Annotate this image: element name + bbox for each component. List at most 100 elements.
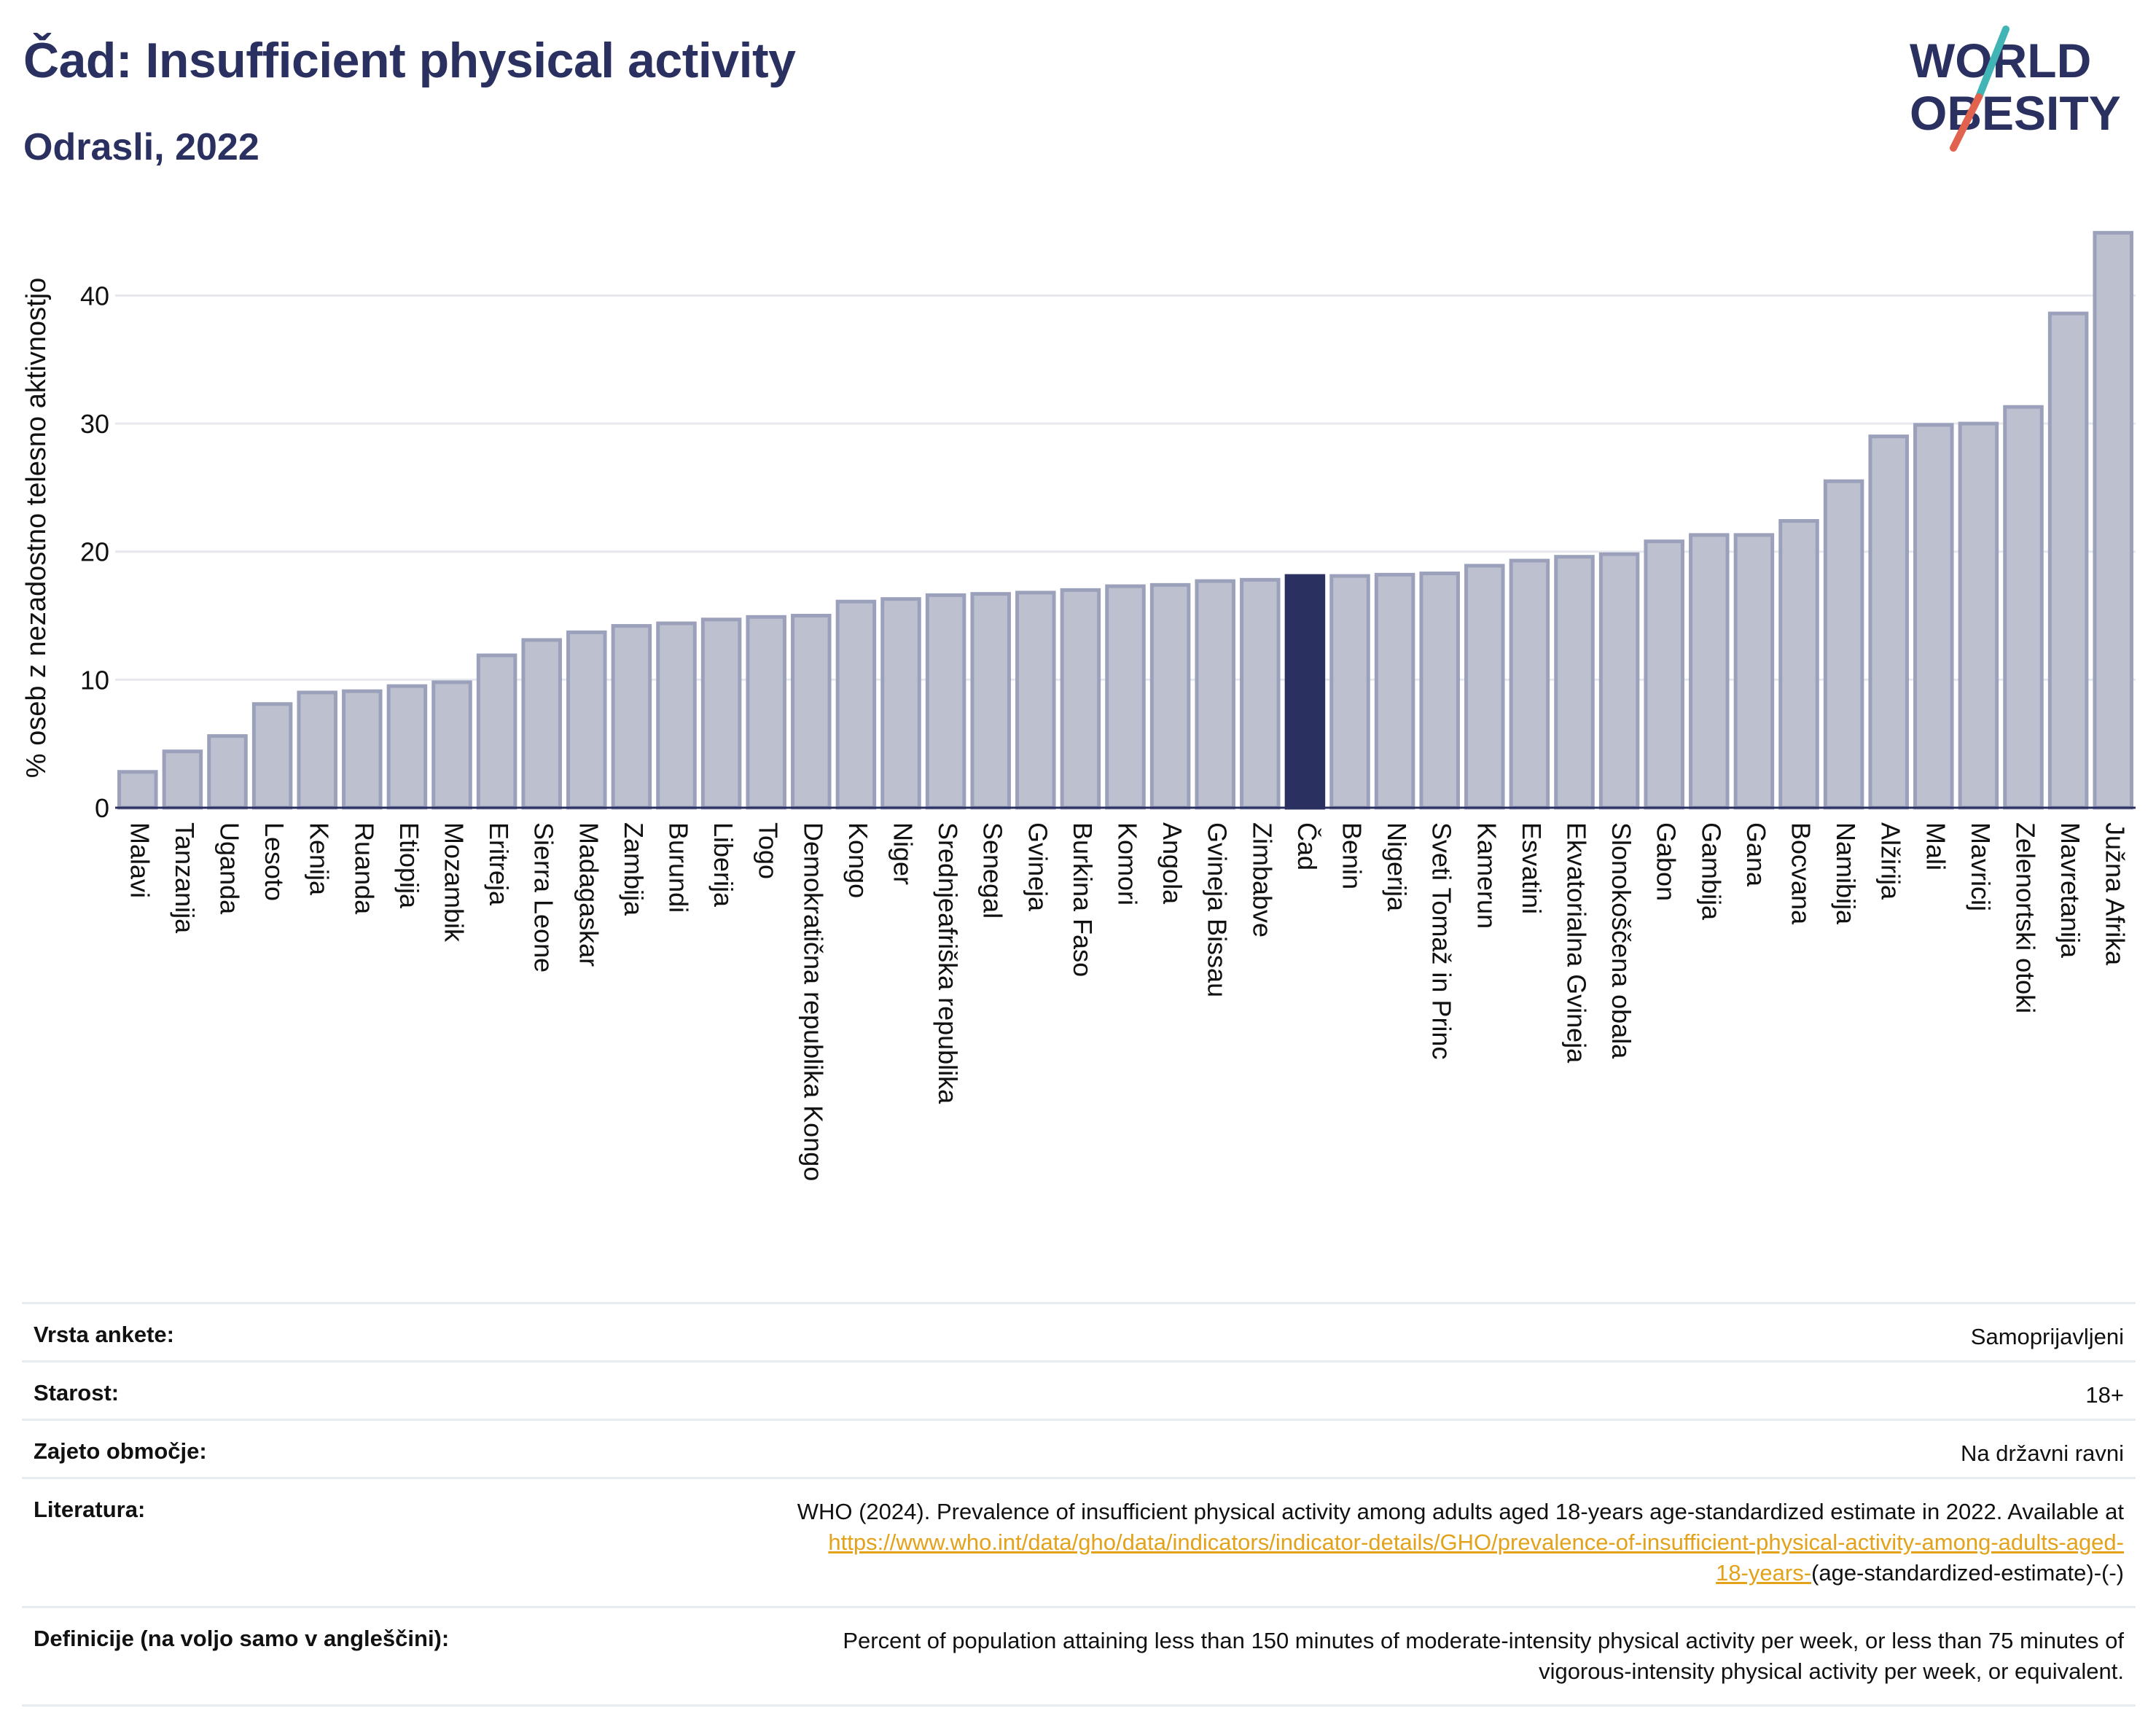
coverage-row: Zajeto območje: Na državni ravni	[22, 1419, 2136, 1479]
x-tick-label: Burundi	[663, 822, 693, 913]
bar	[1060, 588, 1101, 810]
literature-label: Literatura:	[22, 1477, 628, 1608]
world-obesity-logo: WORLD OBESITY	[1910, 26, 2121, 152]
x-tick-label: Alžirija	[1876, 822, 1906, 900]
bar	[1509, 558, 1550, 810]
literature-link-line-2: 18-years-	[1716, 1560, 1812, 1586]
x-tick-label: Kamerun	[1472, 822, 1501, 929]
logo-slash-coral	[1950, 93, 1983, 152]
bar	[1823, 479, 1864, 810]
literature-row: Literatura: WHO (2024). Prevalence of in…	[22, 1477, 2136, 1608]
x-tick-label: Sierra Leone	[529, 822, 559, 972]
bar	[521, 638, 562, 810]
x-tick-label: Zelenortski otoki	[2010, 822, 2040, 1013]
x-tick-label: Burkina Faso	[1068, 822, 1098, 977]
x-tick-label: Malavi	[125, 822, 155, 898]
x-tick-label: Liberija	[708, 822, 738, 908]
page-subtitle: Odrasli, 2022	[23, 126, 259, 168]
x-tick-label: Niger	[888, 822, 918, 885]
literature-suffix: (age-standardized-estimate)-(-)	[1811, 1560, 2124, 1586]
bar	[2093, 230, 2133, 810]
x-tick-label: Gvineja Bissau	[1203, 822, 1233, 997]
bar	[700, 617, 742, 810]
x-tick-label: Čad	[1292, 822, 1322, 870]
bar	[1464, 564, 1505, 810]
definitions-value: Percent of population attaining less tha…	[628, 1606, 2136, 1707]
x-tick-label: Eritreja	[484, 822, 514, 906]
x-tick-label: Srednjeafriška republika	[933, 822, 963, 1104]
x-tick-label: Gabon	[1652, 822, 1682, 901]
bar	[566, 630, 607, 810]
x-tick-label: Sveti Tomaž in Princ	[1427, 822, 1457, 1059]
x-tick-label: Togo	[754, 822, 784, 879]
survey-type-row: Vrsta ankete: Samoprijavljeni	[22, 1302, 2136, 1362]
y-tick-label: 10	[80, 665, 109, 695]
x-tick-label: Gambija	[1696, 822, 1726, 921]
x-tick-label: Esvatini	[1517, 822, 1547, 914]
x-tick-label: Mali	[1921, 822, 1950, 870]
literature-value: WHO (2024). Prevalence of insufficient p…	[628, 1477, 2136, 1608]
literature-text: WHO (2024). Prevalence of insufficient p…	[797, 1499, 2124, 1524]
y-tick-label: 30	[80, 409, 109, 439]
y-tick-labels: 0 10 20 30 40	[80, 281, 109, 823]
bar	[476, 653, 517, 810]
x-tick-label: Kenija	[305, 822, 335, 896]
bar	[1105, 584, 1146, 810]
y-tick-label: 40	[80, 281, 109, 311]
x-tick-label: Etiopija	[394, 822, 424, 909]
bar	[1419, 572, 1460, 810]
bar	[431, 680, 472, 810]
bar	[746, 615, 786, 810]
bar	[1554, 555, 1595, 810]
survey-type-label: Vrsta ankete:	[22, 1302, 628, 1362]
bar	[1644, 539, 1684, 810]
coverage-label: Zajeto območje:	[22, 1419, 628, 1479]
bar	[2003, 405, 2044, 810]
x-tick-label: Lesoto	[259, 822, 289, 901]
x-tick-label: Ekvatorialna Gvineja	[1561, 822, 1591, 1064]
page-title: Čad: Insufficient physical activity	[23, 33, 796, 88]
bar	[1329, 574, 1370, 810]
bar	[970, 592, 1011, 810]
bar	[251, 702, 293, 810]
definitions-line-2: vigorous-intensity physical activity per…	[1539, 1658, 2124, 1684]
bar	[1195, 579, 1235, 810]
x-tick-label: Mozambik	[439, 822, 469, 943]
definitions-line-1: Percent of population attaining less tha…	[843, 1628, 2124, 1653]
bar	[2047, 311, 2089, 810]
bar	[1778, 519, 1819, 810]
x-tick-label: Bocvana	[1786, 822, 1816, 925]
y-tick-label: 20	[80, 537, 109, 567]
bar	[1598, 552, 1640, 810]
bar	[207, 734, 248, 810]
bar	[1733, 533, 1775, 810]
x-tick-label: Angola	[1157, 822, 1187, 905]
x-tick-label: Ruanda	[349, 822, 379, 915]
bar	[1015, 590, 1056, 810]
bar	[297, 690, 337, 810]
bars	[117, 230, 2133, 810]
survey-type-value: Samoprijavljeni	[628, 1302, 2136, 1362]
bar	[656, 621, 697, 810]
x-tick-label: Tanzanija	[170, 822, 200, 934]
age-label: Starost:	[22, 1360, 628, 1421]
bar	[880, 597, 921, 810]
bar	[611, 624, 652, 810]
age-value: 18+	[628, 1360, 2136, 1421]
bar	[342, 689, 383, 810]
age-row: Starost: 18+	[22, 1360, 2136, 1421]
bar	[386, 684, 428, 810]
literature-link[interactable]: https://www.who.int/data/gho/data/indica…	[828, 1529, 2124, 1586]
bar	[1149, 582, 1191, 810]
logo-slash-teal	[1975, 26, 2009, 101]
x-tick-label: Demokratična republika Kongo	[798, 822, 828, 1181]
x-tick-label: Nigerija	[1382, 822, 1412, 912]
x-tick-label: Senegal	[978, 822, 1008, 919]
coverage-value: Na državni ravni	[628, 1419, 2136, 1479]
x-tick-label: Slonokoščena obala	[1606, 822, 1636, 1059]
x-tick-label: Gvineja	[1023, 822, 1052, 912]
x-tick-label: Zimbabve	[1247, 822, 1277, 937]
x-tick-label: Komori	[1112, 822, 1142, 905]
bar	[117, 770, 158, 810]
definitions-label: Definicije (na voljo samo v angleščini):	[22, 1606, 628, 1707]
